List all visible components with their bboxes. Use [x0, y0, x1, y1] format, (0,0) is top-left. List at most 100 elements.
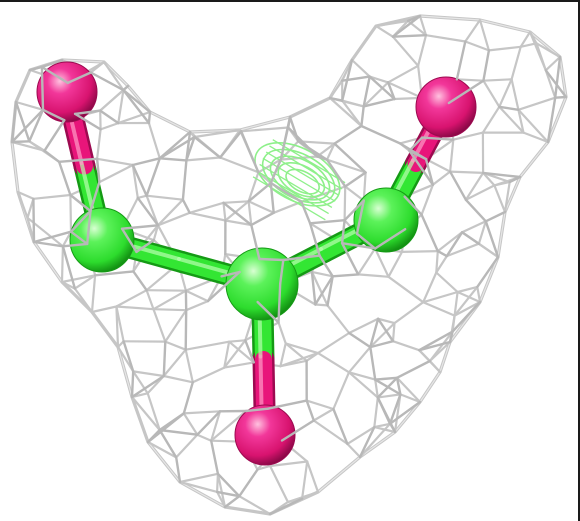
- mesh-strand: [464, 171, 485, 201]
- mesh-strand: [357, 273, 390, 278]
- mesh-strand: [487, 45, 522, 52]
- mesh-strand: [377, 317, 396, 325]
- mesh-strand: [146, 440, 178, 459]
- mesh-strand: [216, 472, 241, 498]
- mesh-strand: [503, 180, 511, 214]
- mesh-strand: [424, 158, 452, 173]
- mesh-strand: [481, 171, 522, 179]
- mesh-strand: [220, 270, 241, 278]
- mesh-strand: [269, 181, 303, 204]
- mesh-strand: [453, 300, 482, 317]
- mesh-strand: [347, 371, 377, 381]
- mesh-strand: [343, 185, 347, 222]
- mesh-strand: [131, 163, 139, 199]
- mesh-strand: [223, 339, 247, 369]
- mesh-strand: [344, 185, 365, 202]
- mesh-strand: [158, 157, 188, 162]
- mesh-strand: [445, 231, 464, 258]
- mesh-strand: [209, 439, 220, 475]
- mesh-strand: [424, 34, 467, 43]
- mesh-strand: [272, 200, 303, 214]
- mesh-strand: [43, 149, 61, 164]
- mesh-strand: [238, 495, 272, 516]
- mesh-strand: [326, 304, 351, 335]
- mesh-strand: [57, 160, 72, 197]
- mesh-strand: [193, 128, 242, 139]
- mesh-strand: [544, 55, 562, 72]
- mesh-strand: [223, 361, 255, 369]
- mesh-strand: [14, 100, 45, 111]
- mesh-strand: [269, 158, 282, 185]
- mesh-strand: [240, 126, 290, 133]
- mesh-strand: [184, 309, 188, 351]
- mesh-strand: [464, 198, 487, 223]
- mesh-strand: [400, 250, 439, 253]
- mesh-strand: [464, 184, 496, 201]
- mesh-strand: [452, 131, 484, 141]
- mesh-strand: [32, 240, 65, 248]
- mesh-strand: [482, 78, 513, 82]
- mesh-strand: [510, 45, 522, 81]
- mesh-strand: [152, 308, 167, 343]
- mesh-strand: [93, 270, 135, 277]
- difference-density-strand: [256, 170, 329, 215]
- mesh-strand: [420, 213, 439, 253]
- mesh-strand: [130, 395, 161, 432]
- oxygen-atom-bottom-terminal: [234, 404, 296, 466]
- mesh-strand: [347, 371, 379, 399]
- mesh-strand: [387, 81, 423, 100]
- mesh-strand: [280, 419, 315, 442]
- mesh-strand: [61, 242, 89, 248]
- mesh-strand: [554, 55, 562, 99]
- mesh-strand: [269, 460, 309, 468]
- mesh-strand: [348, 317, 380, 335]
- mesh-strand: [132, 370, 165, 378]
- mesh-strand: [333, 124, 363, 145]
- mesh-strand: [331, 273, 360, 278]
- mesh-strand: [10, 140, 31, 144]
- difference-density-strand: [252, 176, 326, 221]
- mesh-strand: [98, 109, 120, 125]
- mesh-strand: [314, 303, 329, 307]
- mesh-strand: [451, 300, 482, 333]
- mesh-strand: [10, 140, 46, 152]
- mesh-strand: [216, 490, 227, 509]
- mesh-strand: [360, 105, 365, 128]
- mesh-strand: [528, 30, 547, 72]
- mesh-strand: [312, 407, 335, 422]
- mesh-strand: [387, 64, 420, 84]
- mesh-strand: [391, 34, 428, 38]
- mesh-strand: [297, 140, 336, 145]
- mesh-strand: [238, 468, 259, 498]
- mesh-strand: [239, 130, 260, 174]
- mesh-strand: [325, 142, 336, 161]
- mesh-strand: [546, 96, 557, 144]
- mesh-strand: [346, 426, 376, 445]
- mesh-strand: [145, 289, 187, 292]
- mesh-strand: [493, 184, 507, 214]
- mesh-strand: [210, 410, 222, 442]
- mesh-strand: [145, 194, 160, 227]
- mesh-strand: [60, 245, 65, 284]
- mesh-strand: [355, 199, 365, 236]
- mesh-strand: [136, 196, 160, 227]
- mesh-strand: [164, 340, 187, 351]
- mesh-strand: [455, 40, 467, 81]
- mesh-strand: [306, 460, 320, 494]
- mesh-strand: [247, 171, 260, 203]
- mesh-strand: [424, 157, 435, 187]
- mesh-strand: [40, 65, 69, 85]
- mesh-strand: [175, 433, 199, 459]
- mesh-strand: [164, 309, 188, 343]
- mesh-strand: [308, 218, 346, 225]
- oxygen-atom-right-terminal: [415, 76, 477, 138]
- mesh-strand: [228, 340, 255, 364]
- mesh-strand: [460, 231, 481, 245]
- mesh-strand: [158, 130, 192, 160]
- mesh-strand: [418, 330, 454, 352]
- mesh-strand: [32, 197, 36, 244]
- mesh-strand: [90, 274, 97, 314]
- mesh-strand: [301, 490, 320, 500]
- mesh-strand: [95, 157, 134, 167]
- mesh-strand: [431, 170, 452, 186]
